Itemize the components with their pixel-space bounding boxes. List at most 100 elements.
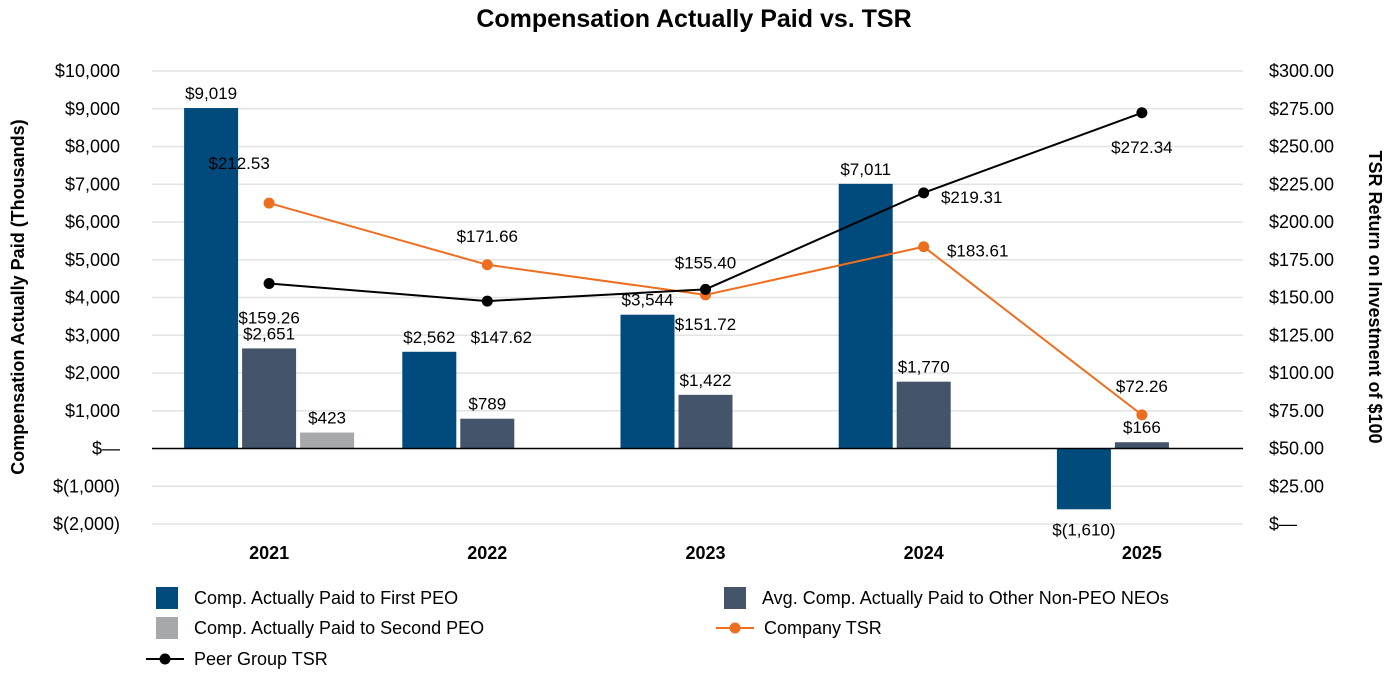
left-axis-ticks: $(2,000) $(1,000) $— $1,000 $2,000 $3,000 $4,0…	[53, 61, 120, 534]
legend-label: Avg. Comp. Actually Paid to Other Non-PE…	[762, 588, 1169, 608]
legend-marker	[729, 622, 741, 634]
line-label: $272.34	[1111, 138, 1172, 157]
line-peer-group-tsr	[269, 111, 1143, 303]
bar-comp-actually-paid-to-first-peo-2021	[184, 108, 239, 449]
bar-label: $7,011	[840, 160, 891, 179]
bar-avg-comp-actually-paid-to-other-non-peo-neos-2021	[242, 348, 297, 449]
bar-label: $2,562	[403, 328, 455, 347]
left-tick-label: $1,000	[65, 401, 120, 421]
gridlines	[152, 70, 1243, 525]
line-label: $212.53	[208, 154, 269, 173]
line-label: $72.26	[1116, 377, 1168, 396]
left-tick-label: $—	[92, 439, 120, 459]
line-label: $147.62	[471, 328, 532, 347]
right-tick-label: $250.00	[1269, 137, 1334, 157]
bar-avg-comp-actually-paid-to-other-non-peo-neos-2025	[1114, 442, 1169, 449]
right-tick-label: $150.00	[1269, 288, 1334, 308]
point-peer-group-tsr	[263, 278, 275, 290]
legend-item-comp-actually-paid-to-first-peo: Comp. Actually Paid to First PEO	[156, 587, 458, 609]
left-tick-label: $9,000	[65, 99, 120, 119]
x-tick-label: 2024	[904, 543, 944, 563]
point-peer-group-tsr	[700, 283, 711, 295]
bar-comp-actually-paid-to-first-peo-2025	[1056, 448, 1111, 510]
right-tick-label: $100.00	[1269, 363, 1334, 383]
legend-label: Company TSR	[764, 618, 882, 638]
left-tick-label: $6,000	[65, 212, 120, 232]
bar-label: $166	[1123, 418, 1161, 437]
chart-title: Compensation Actually Paid vs. TSR	[476, 5, 911, 33]
right-tick-label: $300.00	[1269, 61, 1334, 81]
bar-comp-actually-paid-to-first-peo-2024	[838, 183, 893, 449]
x-tick-label: 2021	[249, 543, 289, 563]
right-axis-label: TSR Return on Investment of $100	[1365, 150, 1385, 443]
legend-marker	[159, 653, 171, 665]
bar-avg-comp-actually-paid-to-other-non-peo-neos-2023	[678, 394, 733, 449]
point-peer-group-tsr	[481, 295, 493, 307]
bar-label: $1,422	[680, 371, 732, 390]
x-tick-label: 2025	[1122, 543, 1162, 563]
line-label: $159.26	[238, 309, 299, 328]
left-tick-label: $5,000	[65, 250, 120, 270]
x-axis-ticks: 2021 2022 2023 2024 2025	[249, 543, 1162, 563]
point-company-tsr	[263, 197, 275, 209]
x-tick-label: 2022	[467, 543, 507, 563]
legend-label: Peer Group TSR	[194, 649, 328, 669]
legend-swatch	[724, 587, 746, 609]
legend: Comp. Actually Paid to First PEO Avg. Com…	[146, 587, 1169, 669]
bar-comp-actually-paid-to-second-peo-2021	[300, 432, 355, 449]
line-label: $219.31	[941, 188, 1002, 207]
legend-label: Comp. Actually Paid to Second PEO	[194, 618, 484, 638]
left-tick-label: $8,000	[65, 137, 120, 157]
legend-item-company-tsr: Company TSR	[716, 618, 882, 638]
tsr-lines	[263, 107, 1148, 421]
right-tick-label: $75.00	[1269, 401, 1324, 421]
bar-comp-actually-paid-to-first-peo-2023	[620, 314, 675, 449]
bar-label: $1,770	[898, 358, 950, 377]
right-axis-ticks: $— $25.00 $50.00 $75.00 $100.00 $125.00 $150.0…	[1269, 61, 1334, 534]
bar-label: $789	[468, 395, 506, 414]
right-tick-label: $225.00	[1269, 174, 1334, 194]
legend-item-comp-actually-paid-to-second-peo: Comp. Actually Paid to Second PEO	[156, 617, 484, 639]
line-label: $155.40	[675, 253, 736, 272]
right-tick-label: $25.00	[1269, 476, 1324, 496]
line-label: $171.66	[457, 227, 518, 246]
left-tick-label: $(2,000)	[53, 514, 120, 534]
line-label: $183.61	[947, 242, 1008, 261]
data-labels: $9,019 $2,562 $3,544 $7,011 $(1,610) $2,651 $7…	[185, 84, 1173, 539]
bar-label: $423	[308, 409, 346, 428]
bar-label: $9,019	[185, 84, 237, 103]
left-axis-label: Compensation Actually Paid (Thousands)	[8, 119, 28, 474]
legend-item-peer-group-tsr: Peer Group TSR	[146, 649, 328, 669]
right-tick-label: $50.00	[1269, 439, 1324, 459]
left-tick-label: $2,000	[65, 363, 120, 383]
point-peer-group-tsr	[918, 187, 930, 199]
bar-comp-actually-paid-to-first-peo-2022	[402, 351, 457, 449]
right-tick-label: $175.00	[1269, 250, 1334, 270]
point-peer-group-tsr	[1136, 107, 1148, 119]
point-company-tsr	[481, 259, 493, 271]
right-tick-label: $—	[1269, 514, 1297, 534]
left-tick-label: $3,000	[65, 325, 120, 345]
left-tick-label: $10,000	[55, 61, 120, 81]
legend-swatch	[156, 587, 178, 609]
left-tick-label: $4,000	[65, 288, 120, 308]
legend-item-avg-comp-actually-paid-to-other-non-peo-neos: Avg. Comp. Actually Paid to Other Non-PE…	[724, 587, 1169, 609]
right-tick-label: $275.00	[1269, 99, 1334, 119]
point-company-tsr	[918, 241, 930, 253]
x-tick-label: 2023	[685, 543, 725, 563]
bar-label: $3,544	[622, 291, 674, 310]
right-tick-label: $200.00	[1269, 212, 1334, 232]
right-tick-label: $125.00	[1269, 325, 1334, 345]
line-label: $151.72	[675, 315, 736, 334]
legend-swatch	[156, 617, 178, 639]
bar-label: $(1,610)	[1052, 520, 1115, 539]
bar-avg-comp-actually-paid-to-other-non-peo-neos-2024	[896, 381, 951, 449]
legend-label: Comp. Actually Paid to First PEO	[194, 588, 458, 608]
bars	[184, 108, 1169, 510]
bar-label: $2,651	[243, 324, 295, 343]
left-tick-label: $7,000	[65, 174, 120, 194]
left-tick-label: $(1,000)	[53, 476, 120, 496]
point-company-tsr	[1136, 409, 1148, 421]
